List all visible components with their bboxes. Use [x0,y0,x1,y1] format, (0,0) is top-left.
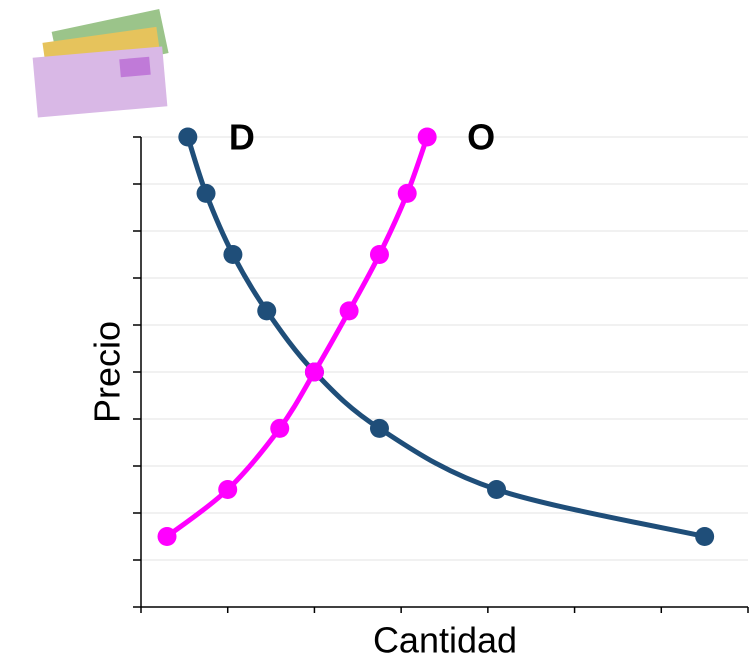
axes [133,136,749,613]
point [695,527,715,546]
series-label: O [467,117,495,158]
grid [141,136,748,608]
point [178,127,198,147]
point [397,183,417,203]
point [270,418,290,438]
point [487,480,507,499]
point [369,418,389,438]
money-icon [32,9,169,118]
x-axis-label: Cantidad [373,620,517,661]
point [257,301,277,321]
point [223,245,243,264]
point [369,245,389,264]
y-axis-label: Precio [87,321,128,423]
point [157,527,177,546]
point [218,480,238,499]
point [339,301,359,321]
series-label: D [229,117,255,158]
point [417,127,437,147]
series-line [185,136,706,539]
point [196,183,216,203]
point [304,362,324,382]
